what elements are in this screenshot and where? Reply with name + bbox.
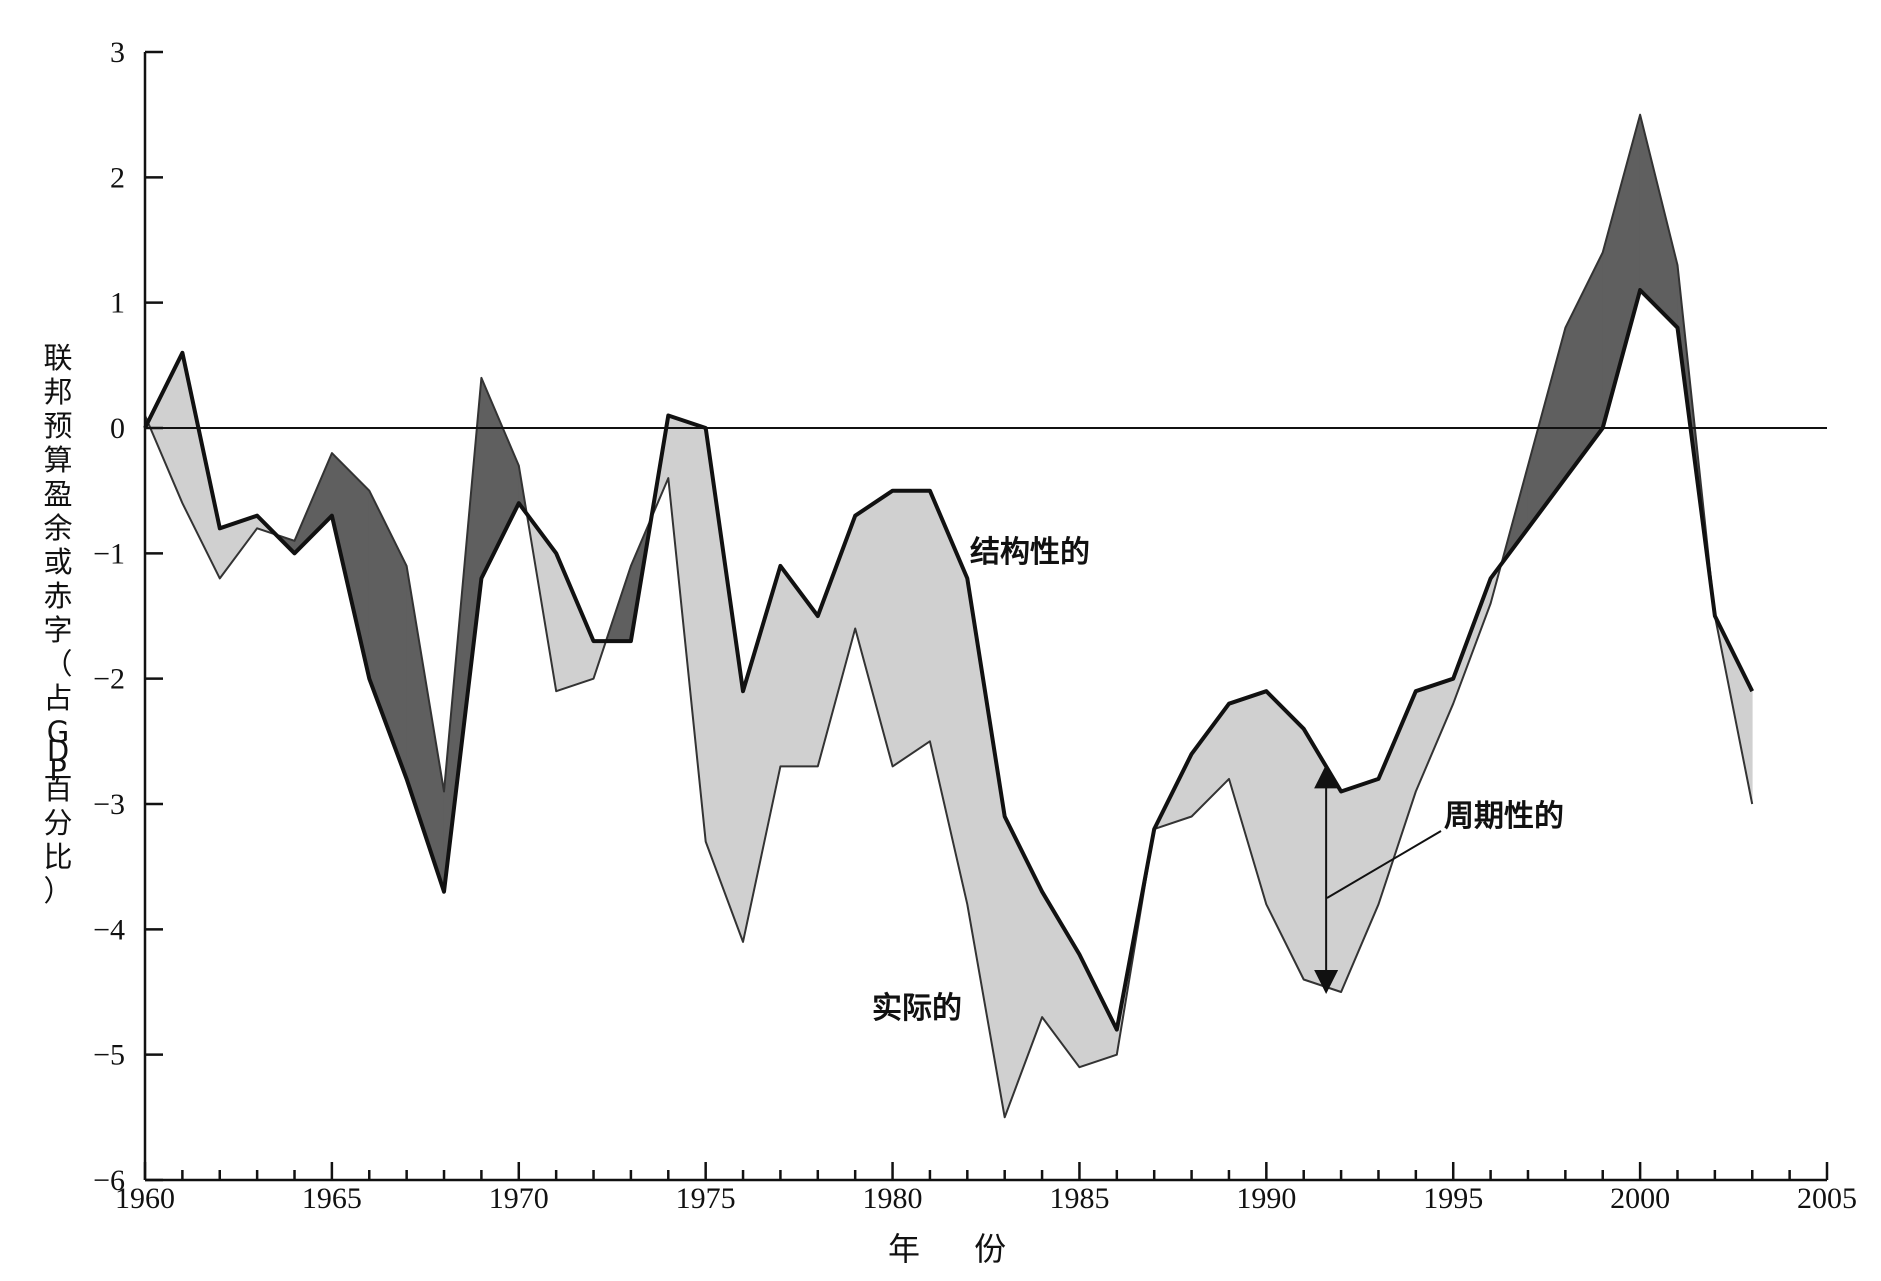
y-axis-label: 联邦预算盈余或赤字（占 G D P 百分比）: [43, 341, 72, 908]
fill-surplus-band: [406, 565, 445, 892]
fill-deficit-band: [1265, 690, 1305, 980]
fill-deficit-band: [555, 553, 594, 692]
y-tick-label: −5: [93, 1039, 125, 1072]
fill-deficit-band: [1079, 954, 1118, 1068]
y-tick-label: 0: [110, 412, 125, 445]
x-tick-label: 1975: [676, 1182, 736, 1215]
x-tick-label: 1960: [115, 1182, 175, 1215]
fill-deficit-band: [966, 578, 1006, 1118]
fill-surplus-band: [368, 490, 408, 780]
series-line-structural: [143, 288, 1754, 1032]
y-tick-label: 3: [110, 36, 125, 69]
y-tick-label: −6: [93, 1164, 125, 1197]
x-axis-label: 年 份: [888, 1230, 1028, 1268]
x-tick-label: 1995: [1423, 1182, 1483, 1215]
fill-layer: [144, 114, 1753, 1118]
y-tick-label: −4: [93, 913, 125, 946]
fill-deficit-band: [1415, 678, 1454, 792]
annotation-structural: 结构性的: [970, 535, 1090, 570]
x-tick-label: 1980: [863, 1182, 923, 1215]
fill-deficit-band: [1303, 727, 1342, 993]
fill-deficit-band: [892, 490, 931, 768]
y-tick-label: −1: [93, 537, 125, 570]
fill-deficit-band: [780, 564, 819, 767]
x-tick-label: 1985: [1049, 1182, 1109, 1215]
x-tick-label: 1970: [489, 1182, 549, 1215]
fill-deficit-band: [1378, 691, 1417, 905]
fill-deficit-band: [1191, 702, 1230, 818]
annotation-cyclical: 周期性的: [1444, 799, 1564, 834]
y-tick-label: 2: [110, 161, 125, 194]
fill-surplus-band: [331, 452, 370, 679]
series-line-actual: [144, 113, 1754, 1119]
x-tick-label: 1990: [1236, 1182, 1296, 1215]
x-tick-label: 1965: [302, 1182, 362, 1215]
y-tick-label: −2: [93, 663, 125, 696]
x-tick-label: 2000: [1610, 1182, 1670, 1215]
annotation-actual: 实际的: [872, 991, 962, 1026]
line-layer: [143, 113, 1754, 1119]
fill-deficit-band: [705, 427, 744, 943]
fill-surplus-band: [1602, 114, 1641, 429]
y-tick-label: 1: [110, 287, 125, 320]
fill-surplus-band: [1565, 252, 1604, 480]
fill-deficit-band: [929, 490, 968, 905]
x-tick-label: 2005: [1797, 1182, 1857, 1215]
cyclical-pointer-line: [1326, 830, 1442, 899]
fill-deficit-band: [1004, 816, 1043, 1118]
fill-deficit-band: [854, 489, 893, 767]
y-tick-label: −3: [93, 788, 125, 821]
fill-deficit-band: [817, 515, 856, 767]
fill-surplus-band: [480, 377, 520, 579]
